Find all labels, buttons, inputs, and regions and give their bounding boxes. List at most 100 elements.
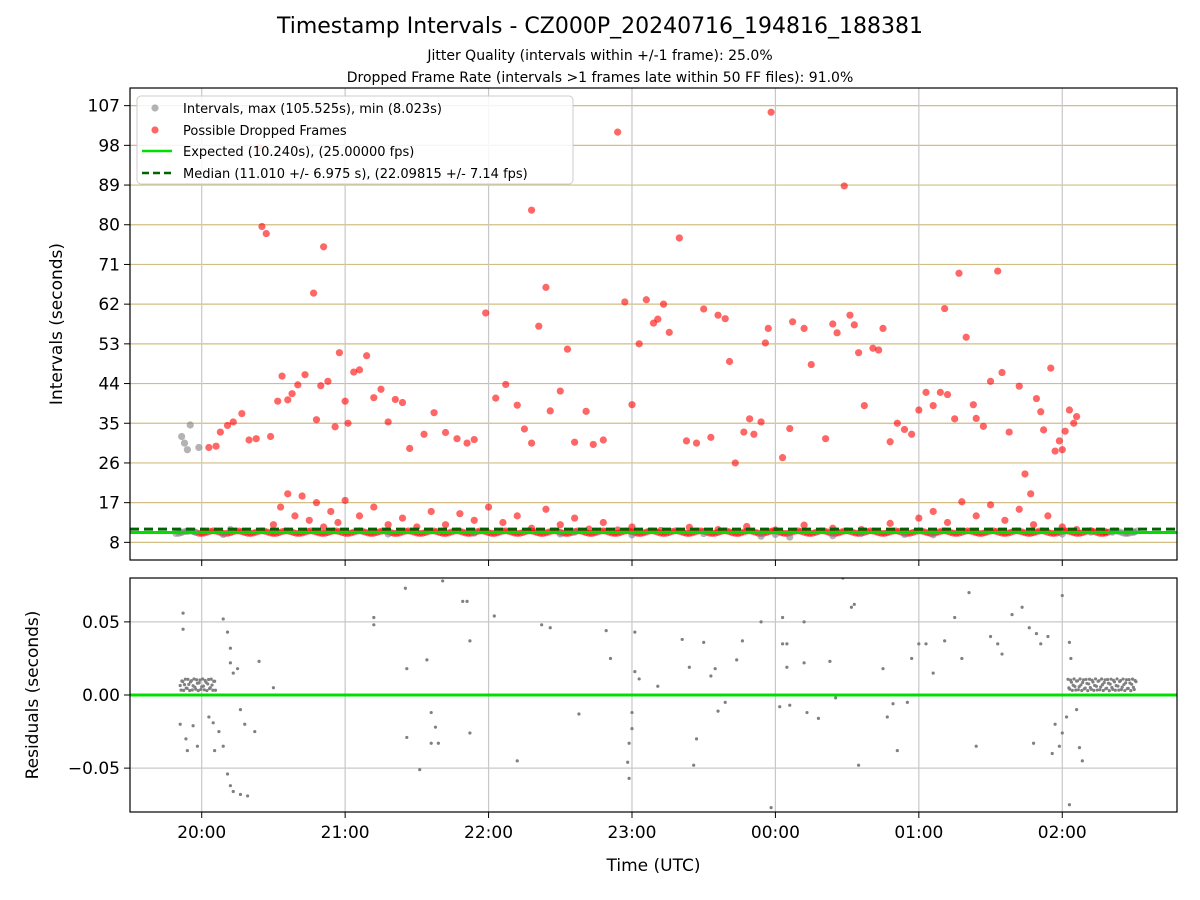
dropped-point xyxy=(829,320,837,328)
residual-point xyxy=(441,579,445,583)
dropped-point xyxy=(1044,512,1052,520)
residual-point xyxy=(1093,677,1098,681)
residual-point xyxy=(1124,678,1129,682)
dropped-point xyxy=(800,521,808,529)
dropped-point xyxy=(1015,505,1023,513)
dropped-point xyxy=(430,409,438,417)
dropped-point xyxy=(955,269,963,277)
dropped-point xyxy=(391,395,399,404)
dropped-point xyxy=(527,206,536,214)
residual-point xyxy=(1105,686,1109,690)
dropped-point xyxy=(778,454,787,462)
dropped-point xyxy=(216,428,224,436)
interval-point xyxy=(180,439,189,447)
residual-point xyxy=(1074,688,1078,692)
residual-point xyxy=(1039,642,1043,646)
residual-point xyxy=(228,784,232,788)
y-tick-label: 53 xyxy=(98,335,120,355)
residual-point xyxy=(759,620,763,624)
residual-point xyxy=(802,620,806,624)
y-tick-label: 98 xyxy=(98,136,120,156)
residual-point xyxy=(1107,688,1111,693)
residual-point xyxy=(199,687,203,692)
dropped-point xyxy=(929,402,937,410)
residual-point xyxy=(1072,677,1076,681)
residual-point xyxy=(1081,678,1086,682)
residual-point xyxy=(253,729,257,734)
dropped-point xyxy=(298,492,306,500)
residual-point xyxy=(221,744,225,748)
residual-point xyxy=(1117,688,1121,692)
residual-point xyxy=(213,679,217,683)
residual-point xyxy=(540,623,544,627)
residual-point xyxy=(211,721,215,725)
dropped-point xyxy=(1037,408,1045,416)
residual-point xyxy=(630,710,634,715)
legend-entry: Expected (10.240s), (25.00000 fps) xyxy=(183,145,414,160)
legend-marker-intervals xyxy=(151,104,159,112)
residual-point xyxy=(1105,677,1110,682)
y-tick-label: 26 xyxy=(98,454,120,474)
residual-point xyxy=(627,776,631,780)
dropped-point xyxy=(807,360,815,369)
residual-point xyxy=(834,696,838,700)
residual-point xyxy=(1050,751,1054,756)
dropped-point xyxy=(642,296,650,304)
residual-point xyxy=(1080,688,1084,693)
dropped-point xyxy=(614,128,622,136)
dropped-point xyxy=(635,340,643,348)
dropped-point xyxy=(305,516,313,524)
dropped-point xyxy=(556,521,564,529)
residual-point xyxy=(816,716,821,721)
residual-point xyxy=(785,642,789,646)
residual-point xyxy=(996,642,1000,646)
legend: Intervals, max (105.525s), min (8.023s) P… xyxy=(136,95,574,185)
residual-point xyxy=(716,709,720,713)
residual-point xyxy=(225,630,230,634)
residual-point xyxy=(1102,681,1106,685)
residual-point xyxy=(905,700,909,704)
dropped-point xyxy=(958,498,966,506)
residual-point xyxy=(429,710,433,715)
residual-point xyxy=(785,665,789,669)
residual-point xyxy=(492,614,496,618)
residual-point xyxy=(1095,688,1099,692)
dropped-point xyxy=(850,321,858,329)
dropped-point xyxy=(628,523,636,531)
dropped-point xyxy=(335,349,343,357)
dropped-point xyxy=(563,345,572,353)
dropped-point xyxy=(767,108,775,116)
residual-point xyxy=(257,659,261,663)
residual-point xyxy=(461,599,465,604)
dropped-point xyxy=(205,443,213,452)
residual-point xyxy=(885,715,889,719)
y-tick-label: 44 xyxy=(98,375,120,395)
residual-point xyxy=(1116,684,1120,688)
y-tick-label: 71 xyxy=(98,255,120,275)
x-tick-label: 00:00 xyxy=(751,823,800,843)
dropped-point xyxy=(571,438,579,446)
residual-point xyxy=(221,617,225,621)
dropped-point xyxy=(309,289,318,297)
residual-point xyxy=(213,688,218,692)
dropped-point xyxy=(363,352,371,360)
dropped-point xyxy=(513,512,521,520)
residual-point xyxy=(185,748,189,753)
legend-entry: Possible Dropped Frames xyxy=(183,124,347,139)
y-axis-label: Intervals (seconds) xyxy=(47,243,67,405)
residual-point xyxy=(1075,679,1080,683)
dropped-point xyxy=(1005,428,1013,436)
residual-point xyxy=(974,744,978,748)
residual-point xyxy=(852,602,856,606)
dropped-point xyxy=(972,512,980,520)
dropped-point xyxy=(1058,446,1066,454)
legend-box xyxy=(136,95,574,185)
interval-point xyxy=(178,432,186,441)
dropped-point xyxy=(682,437,691,445)
residual-point xyxy=(1129,688,1133,693)
residual-point xyxy=(780,615,785,620)
dropped-point xyxy=(740,428,748,436)
dropped-point xyxy=(223,421,232,430)
dropped-point xyxy=(1021,470,1029,478)
y-axis-label: Residuals (seconds) xyxy=(23,611,43,780)
